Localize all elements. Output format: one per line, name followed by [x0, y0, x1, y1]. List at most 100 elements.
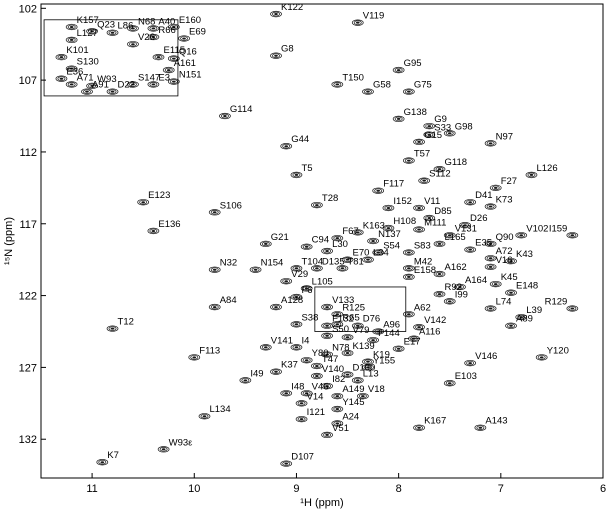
peak-label: S112 — [429, 169, 450, 180]
x-tick-label: 7 — [498, 483, 504, 495]
peak — [300, 390, 313, 397]
peak-label: V140 — [322, 364, 344, 375]
peak — [321, 382, 333, 390]
peak — [270, 52, 282, 59]
peak-label: F132 — [332, 314, 354, 325]
peak — [270, 303, 282, 311]
peak-label: V14 — [307, 391, 324, 402]
peak-label: W93ε — [169, 437, 194, 448]
peak-label: A71 — [77, 72, 94, 83]
peak — [55, 53, 68, 61]
peak-label: D22 — [118, 80, 135, 91]
peak-label: S106 — [220, 200, 242, 211]
peak — [106, 29, 119, 36]
peak-label: A116 — [419, 327, 440, 338]
peak — [331, 392, 344, 400]
peak — [484, 240, 497, 248]
peak — [86, 28, 98, 35]
peak-label: G138 — [404, 107, 427, 118]
peak — [270, 10, 282, 18]
peak — [65, 81, 78, 88]
peak — [403, 311, 415, 318]
peak-label: K37 — [281, 360, 298, 371]
peak-label: T57 — [414, 149, 430, 160]
peak — [290, 171, 303, 179]
peak-label: A96 — [383, 319, 400, 330]
peak — [208, 209, 221, 216]
peak — [443, 298, 456, 305]
x-axis-ticks: 11 10 9 8 7 6 — [86, 473, 606, 495]
peak — [147, 81, 160, 88]
y-tick-label: 112 — [19, 147, 37, 159]
peak-label: I48 — [291, 381, 304, 392]
peak-label: L127 — [77, 28, 98, 39]
x-tick-label: 6 — [600, 483, 606, 495]
peak-label: G9 — [434, 114, 447, 125]
peak — [382, 224, 395, 232]
peak-label: D107 — [291, 452, 314, 463]
peak — [341, 334, 354, 341]
y-axis-ticks: 102 107 112 117 122 127 132 — [19, 3, 46, 446]
peak — [403, 273, 415, 281]
peak-label: K73 — [496, 195, 513, 206]
peak — [505, 322, 517, 329]
peak-label: K122 — [281, 2, 303, 13]
y-tick-label: 102 — [19, 3, 37, 15]
peak-label: L30 — [332, 239, 348, 250]
peak-label: K157 — [77, 15, 99, 26]
peak-label: A161 — [174, 58, 196, 69]
peak-label: Q23 — [97, 19, 115, 30]
peak — [423, 214, 436, 222]
peak-label: T104 — [301, 256, 323, 267]
peak-label: Q16 — [179, 47, 197, 58]
peak — [535, 354, 548, 361]
peak-label: T28 — [322, 193, 338, 204]
peak-label: E136 — [158, 219, 180, 230]
peak-label: G15 — [424, 130, 442, 141]
peak — [413, 204, 425, 212]
peak — [106, 325, 119, 332]
peak — [403, 249, 415, 256]
peak — [484, 203, 497, 210]
peak-label: E148 — [516, 281, 538, 292]
peak — [505, 289, 517, 296]
peak-label: I82 — [332, 374, 345, 385]
peak — [280, 460, 293, 467]
peak-label: T5 — [301, 163, 312, 174]
y-tick-label: 127 — [19, 362, 37, 374]
peak — [331, 321, 344, 328]
peak-label: E3 — [158, 72, 170, 83]
peak-label: V142 — [424, 315, 446, 326]
peak — [239, 377, 252, 384]
peak — [464, 246, 477, 253]
peak — [290, 293, 303, 301]
peak — [208, 266, 221, 273]
peak — [351, 19, 364, 26]
peak — [367, 237, 379, 245]
peak-label: F67 — [342, 226, 358, 237]
peak-label: I121 — [307, 407, 326, 418]
inset-box-layer — [43, 19, 407, 332]
y-tick-label: 117 — [19, 219, 37, 231]
peak-label: E160 — [179, 15, 201, 26]
peak — [178, 35, 190, 42]
peak-label: N137 — [378, 229, 401, 240]
peak-label: F6 — [301, 285, 312, 296]
peak — [96, 459, 109, 466]
peak — [505, 257, 517, 265]
peak-label: D41 — [475, 190, 492, 201]
peak — [403, 265, 415, 272]
peak-label: K101 — [66, 45, 88, 56]
peak — [464, 199, 477, 206]
peak-label: T150 — [342, 72, 364, 83]
peak-label: G8 — [281, 44, 294, 55]
peak — [127, 41, 139, 48]
peak-label: E158 — [414, 265, 436, 276]
x-tick-label: 8 — [396, 483, 402, 495]
peak-label: F113 — [199, 345, 220, 356]
peak-label: K163 — [363, 220, 385, 231]
peak-label: Y145 — [342, 397, 364, 408]
peak-label: G75 — [414, 80, 432, 91]
peak — [300, 357, 313, 364]
peak-layer — [55, 10, 579, 467]
